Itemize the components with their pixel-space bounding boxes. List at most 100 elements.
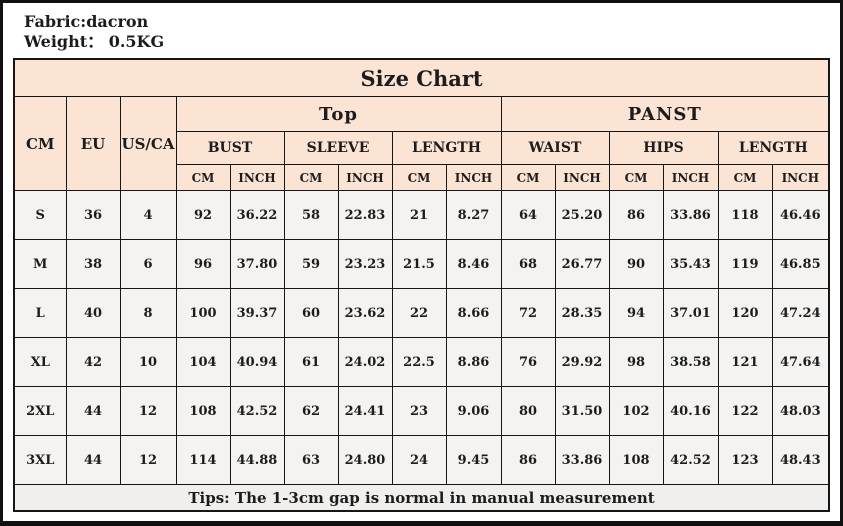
unit-header-inch: INCH [662,164,719,191]
cell-bust-cm: 114 [175,435,231,485]
cell-sleeve-cm: 60 [283,288,339,338]
unit-header-inch: INCH [229,164,285,191]
cell-sleeve-cm: 58 [283,190,339,240]
cell-hips-cm: 108 [608,435,664,485]
cell-bust-inch: 36.22 [229,190,285,240]
cell-sleeve-cm: 61 [283,337,339,387]
cell-eu: 42 [65,337,121,387]
weight-text: Weight： 0.5KG [24,32,165,51]
size-label: 3XL [13,435,67,485]
cell-hips-cm: 98 [608,337,664,387]
cell-hips-inch: 37.01 [662,288,719,338]
measure-header-bust: BUST [175,131,285,165]
cell-usca: 8 [119,288,177,338]
cell-panst-length-cm: 122 [717,386,773,436]
col-header-usca: US/CA [119,96,177,191]
unit-header-inch: INCH [771,164,830,191]
cell-top-length-cm: 23 [391,386,447,436]
cell-bust-inch: 39.37 [229,288,285,338]
cell-hips-cm: 102 [608,386,664,436]
cell-sleeve-inch: 24.80 [337,435,393,485]
cell-hips-cm: 86 [608,190,664,240]
cell-waist-inch: 25.20 [554,190,610,240]
size-label: L [13,288,67,338]
cell-panst-length-cm: 121 [717,337,773,387]
cell-hips-inch: 40.16 [662,386,719,436]
cell-usca: 12 [119,435,177,485]
measure-header-hips: HIPS [608,131,719,165]
group-header-top: Top [175,96,502,132]
unit-header-cm: CM [391,164,447,191]
cell-bust-inch: 42.52 [229,386,285,436]
cell-panst-length-cm: 119 [717,239,773,289]
cell-bust-inch: 40.94 [229,337,285,387]
cell-sleeve-inch: 23.62 [337,288,393,338]
cell-bust-inch: 44.88 [229,435,285,485]
cell-hips-inch: 38.58 [662,337,719,387]
col-header-cm: CM [13,96,67,191]
cell-panst-length-inch: 47.24 [771,288,830,338]
cell-top-length-inch: 9.06 [445,386,502,436]
cell-sleeve-cm: 59 [283,239,339,289]
table-row-m: M 38 6 96 37.80 59 23.23 21.5 8.46 68 26… [13,239,830,289]
cell-hips-cm: 94 [608,288,664,338]
cell-top-length-cm: 21 [391,190,447,240]
table-row-s: S 36 4 92 36.22 58 22.83 21 8.27 64 25.2… [13,190,830,240]
cell-top-length-cm: 22 [391,288,447,338]
cell-waist-inch: 31.50 [554,386,610,436]
unit-header-cm: CM [608,164,664,191]
cell-top-length-inch: 8.86 [445,337,502,387]
cell-panst-length-inch: 47.64 [771,337,830,387]
unit-header-cm: CM [500,164,556,191]
cell-sleeve-inch: 23.23 [337,239,393,289]
table-row-2xl: 2XL 44 12 108 42.52 62 24.41 23 9.06 80 … [13,386,830,436]
cell-bust-cm: 104 [175,337,231,387]
cell-usca: 6 [119,239,177,289]
size-chart-title: Size Chart [13,58,830,97]
cell-top-length-cm: 22.5 [391,337,447,387]
size-label: XL [13,337,67,387]
cell-hips-inch: 42.52 [662,435,719,485]
size-chart-table: Size Chart CM EU US/CA Top PANST BUST SL… [13,58,831,512]
fabric-text: Fabric:dacron [24,12,149,31]
cell-waist-cm: 64 [500,190,556,240]
unit-header-cm: CM [717,164,773,191]
size-label: M [13,239,67,289]
table-row-3xl: 3XL 44 12 114 44.88 63 24.80 24 9.45 86 … [13,435,830,485]
cell-panst-length-cm: 123 [717,435,773,485]
cell-waist-inch: 28.35 [554,288,610,338]
cell-bust-inch: 37.80 [229,239,285,289]
cell-sleeve-inch: 24.41 [337,386,393,436]
cell-sleeve-cm: 63 [283,435,339,485]
cell-waist-cm: 80 [500,386,556,436]
cell-sleeve-inch: 22.83 [337,190,393,240]
product-info: Fabric:dacron Weight： 0.5KG [24,12,840,52]
unit-header-inch: INCH [445,164,502,191]
cell-panst-length-cm: 120 [717,288,773,338]
measure-header-top-length: LENGTH [391,131,502,165]
cell-waist-inch: 33.86 [554,435,610,485]
cell-waist-cm: 86 [500,435,556,485]
tips-text: Tips: The 1-3cm gap is normal in manual … [13,484,830,512]
col-header-eu: EU [65,96,121,191]
table-row-l: L 40 8 100 39.37 60 23.62 22 8.66 72 28.… [13,288,830,338]
cell-waist-cm: 76 [500,337,556,387]
unit-header-cm: CM [283,164,339,191]
cell-eu: 44 [65,386,121,436]
cell-top-length-inch: 9.45 [445,435,502,485]
size-label: 2XL [13,386,67,436]
group-header-panst: PANST [500,96,830,132]
cell-panst-length-inch: 46.85 [771,239,830,289]
unit-header-inch: INCH [554,164,610,191]
measure-header-waist: WAIST [500,131,610,165]
cell-panst-length-inch: 48.43 [771,435,830,485]
cell-eu: 38 [65,239,121,289]
size-label: S [13,190,67,240]
cell-hips-cm: 90 [608,239,664,289]
unit-header-cm: CM [175,164,231,191]
cell-eu: 44 [65,435,121,485]
unit-header-inch: INCH [337,164,393,191]
cell-panst-length-inch: 48.03 [771,386,830,436]
cell-usca: 12 [119,386,177,436]
cell-bust-cm: 92 [175,190,231,240]
